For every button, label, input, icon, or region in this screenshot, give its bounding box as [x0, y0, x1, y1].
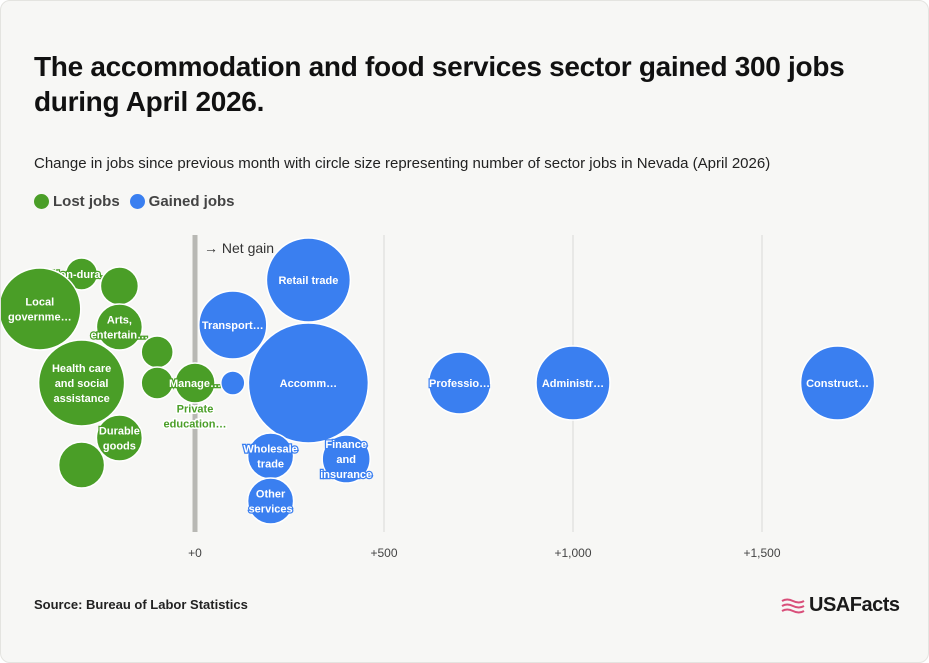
- bubble-gained[interactable]: [247, 322, 370, 444]
- bubble-label: Accomm…: [280, 378, 337, 390]
- bubble-gained[interactable]: [246, 477, 295, 525]
- legend-swatch-gained: [129, 194, 145, 209]
- legend: Lost jobs Gained jobs: [34, 193, 235, 210]
- page-title: The accommodation and food services sect…: [34, 51, 845, 117]
- x-tick-label: +0: [188, 546, 202, 560]
- bubble-lost[interactable]: [57, 441, 106, 489]
- bubble-lost[interactable]: [99, 266, 140, 306]
- bubble-gained[interactable]: [198, 290, 268, 360]
- legend-label-gained: Gained jobs: [148, 193, 235, 210]
- net-gain-annotation: → Net gain: [204, 240, 274, 256]
- bubble-lost[interactable]: [95, 414, 144, 462]
- bubble-label: Health care and social assistance: [52, 363, 111, 405]
- bubble-gained[interactable]: [246, 432, 295, 480]
- usafacts-logo[interactable]: USAFacts: [781, 594, 900, 617]
- bubble-lost[interactable]: [95, 303, 144, 351]
- bubble-label: Retail trade: [278, 275, 338, 287]
- legend-label-lost: Lost jobs: [53, 193, 120, 210]
- bubble-lost[interactable]: [140, 335, 174, 369]
- bubble-gained[interactable]: [535, 345, 611, 421]
- x-tick-label: +500: [370, 546, 397, 560]
- bubble-lost[interactable]: [174, 362, 216, 404]
- bubble-label: Private education…: [164, 404, 227, 431]
- bubble-lost[interactable]: [64, 257, 99, 291]
- logo-text: USAFacts: [809, 594, 900, 616]
- legend-item-lost: Lost jobs: [34, 193, 120, 210]
- bubbles: Non-dura…Local governme… Arts, entertain…He…: [1, 237, 876, 525]
- x-tick-label: +1,000: [554, 546, 591, 560]
- bubble-label: Arts, entertain…: [91, 315, 148, 342]
- bubble-gained[interactable]: [321, 434, 371, 484]
- bubble-gained[interactable]: [265, 237, 352, 323]
- bubble-gained[interactable]: [220, 370, 246, 396]
- x-tick-labels: +0 +500 +1,000 +1,500: [188, 546, 781, 560]
- bubble-lost[interactable]: [1, 267, 82, 351]
- bubble-label: Manage…: [169, 378, 221, 390]
- legend-swatch-lost: [34, 194, 49, 209]
- bubble-gained[interactable]: [799, 345, 876, 421]
- bubble-label: Wholesale trade: [243, 444, 297, 471]
- bubble-label: Transport…: [202, 320, 264, 332]
- bubble-label: Local governme…: [8, 297, 72, 324]
- bubble-gained[interactable]: [427, 351, 492, 415]
- x-tick-label: +1,500: [743, 546, 780, 560]
- legend-item-gained: Gained jobs: [129, 193, 235, 210]
- source-note: Source: Bureau of Labor Statistics: [34, 597, 248, 612]
- bubble-lost[interactable]: [37, 339, 126, 427]
- bubble-label: Finance and insurance: [320, 439, 372, 481]
- flag-icon: [781, 598, 805, 613]
- chart-subtitle: Change in jobs since previous month with…: [34, 155, 771, 172]
- bubble-label: Administr…: [542, 378, 604, 390]
- bubble-label: Construct…: [806, 378, 869, 390]
- bubble-label: Professio…: [429, 378, 490, 390]
- bubble-lost[interactable]: [140, 366, 174, 400]
- bubble-label: Durable goods: [99, 426, 140, 453]
- bubble-label: Other services: [249, 489, 293, 516]
